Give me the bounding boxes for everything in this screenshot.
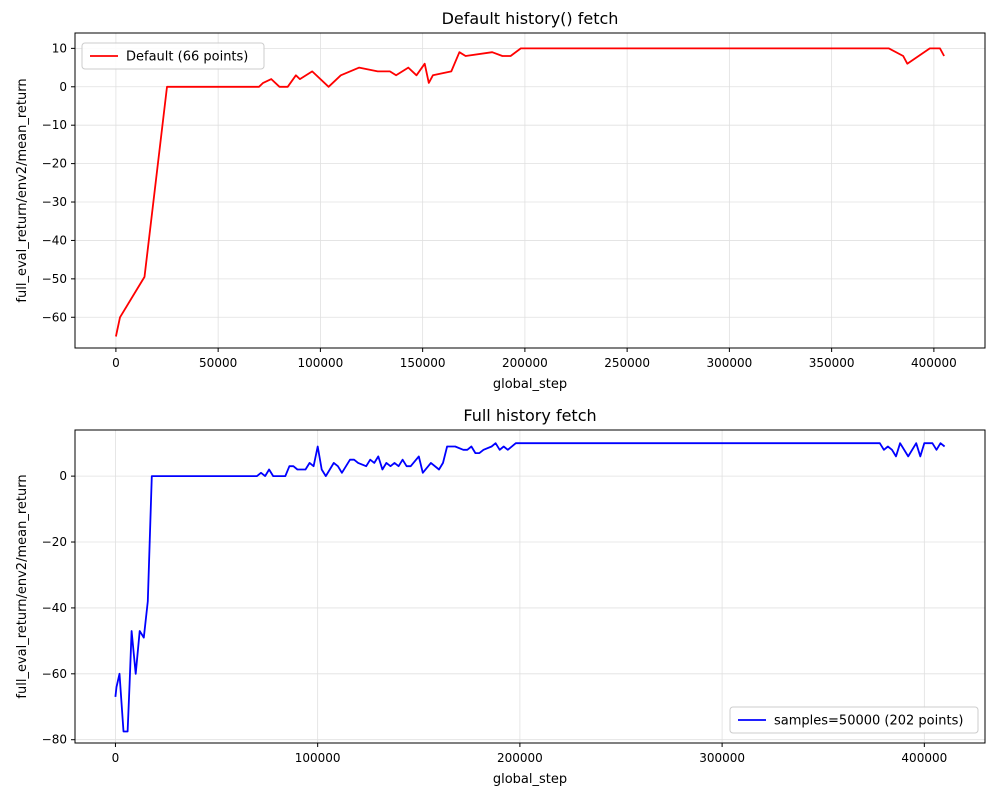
- top-chart-title: Default history() fetch: [442, 9, 619, 28]
- bottom-chart-xtick-label: 100000: [295, 751, 341, 765]
- bottom-chart-xtick-label: 200000: [497, 751, 543, 765]
- bottom-chart-xlabel: global_step: [493, 772, 567, 787]
- top-chart-ytick-label: −50: [42, 272, 67, 286]
- bottom-chart-xtick-label: 0: [112, 751, 120, 765]
- top-chart-axes-frame: [74, 32, 986, 349]
- top-chart-legend-box: [81, 42, 265, 70]
- bottom-chart-ytick-label: −80: [42, 733, 67, 747]
- top-chart-legend: Default (66 points): [81, 42, 265, 70]
- bottom-chart: Full history fetch global_step full_eval…: [15, 406, 986, 787]
- bottom-chart-title: Full history fetch: [463, 406, 596, 425]
- top-chart-ytick-label: −30: [42, 195, 67, 209]
- bottom-chart-series-line: [114, 442, 946, 733]
- bottom-chart-xtick-label: 300000: [699, 751, 745, 765]
- top-chart-xlabel: global_step: [493, 377, 567, 392]
- top-chart-ylabel: full_eval_return/env2/mean_return: [15, 78, 30, 302]
- top-chart: Default history() fetch global_step full…: [15, 9, 986, 392]
- top-chart-xtick-label: 350000: [809, 356, 855, 370]
- top-chart-series-line: [115, 47, 945, 337]
- top-chart-ytick-label: −10: [42, 118, 67, 132]
- top-chart-ytick-label: 0: [59, 80, 67, 94]
- top-chart-xtick-label: 0: [112, 356, 120, 370]
- bottom-chart-axes-frame: [74, 429, 986, 744]
- top-chart-ytick-label: −60: [42, 310, 67, 324]
- top-chart-xtick-label: 150000: [400, 356, 446, 370]
- top-chart-ytick-label: −40: [42, 233, 67, 247]
- top-chart-grid: [75, 33, 985, 348]
- bottom-chart-legend-label: samples=50000 (202 points): [774, 714, 963, 729]
- bottom-chart-ytick-label: 0: [59, 469, 67, 483]
- top-chart-ytick-label: −20: [42, 157, 67, 171]
- top-chart-xtick-label: 300000: [706, 356, 752, 370]
- top-chart-xtick-label: 200000: [502, 356, 548, 370]
- top-chart-xtick-label: 50000: [199, 356, 237, 370]
- bottom-chart-xtick-label: 400000: [901, 751, 947, 765]
- bottom-chart-legend: samples=50000 (202 points): [729, 706, 979, 734]
- top-chart-xtick-label: 400000: [911, 356, 957, 370]
- bottom-chart-ylabel: full_eval_return/env2/mean_return: [15, 474, 30, 698]
- top-chart-legend-label: Default (66 points): [126, 50, 248, 65]
- bottom-chart-ytick-label: −60: [42, 667, 67, 681]
- bottom-chart-ytick-label: −20: [42, 535, 67, 549]
- top-chart-xtick-label: 100000: [297, 356, 343, 370]
- top-chart-xtick-label: 250000: [604, 356, 650, 370]
- bottom-chart-legend-box: [729, 706, 979, 734]
- bottom-chart-ytick-label: −40: [42, 601, 67, 615]
- top-chart-ytick-label: 10: [52, 41, 67, 55]
